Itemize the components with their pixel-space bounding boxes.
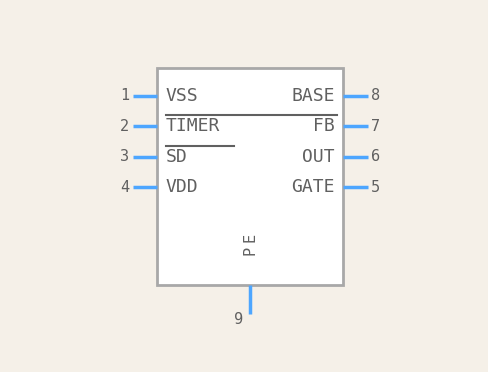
Text: 3: 3 [120,149,129,164]
Text: 7: 7 [371,119,380,134]
Text: 5: 5 [371,180,380,195]
Text: OUT: OUT [302,148,335,166]
Bar [157,68,343,285]
Text: VDD: VDD [165,178,198,196]
Text: 4: 4 [120,180,129,195]
Text: BASE: BASE [291,87,335,105]
Text: GATE: GATE [291,178,335,196]
Text: 2: 2 [120,119,129,134]
Text: FB: FB [313,117,335,135]
Text: VSS: VSS [165,87,198,105]
Text: SD: SD [165,148,187,166]
Text: 6: 6 [371,149,380,164]
Text: P: P [243,246,258,255]
Text: 8: 8 [371,89,380,103]
Text: TIMER: TIMER [165,117,220,135]
Text: 1: 1 [120,89,129,103]
Text: E: E [243,232,258,242]
Text: 9: 9 [234,312,243,327]
